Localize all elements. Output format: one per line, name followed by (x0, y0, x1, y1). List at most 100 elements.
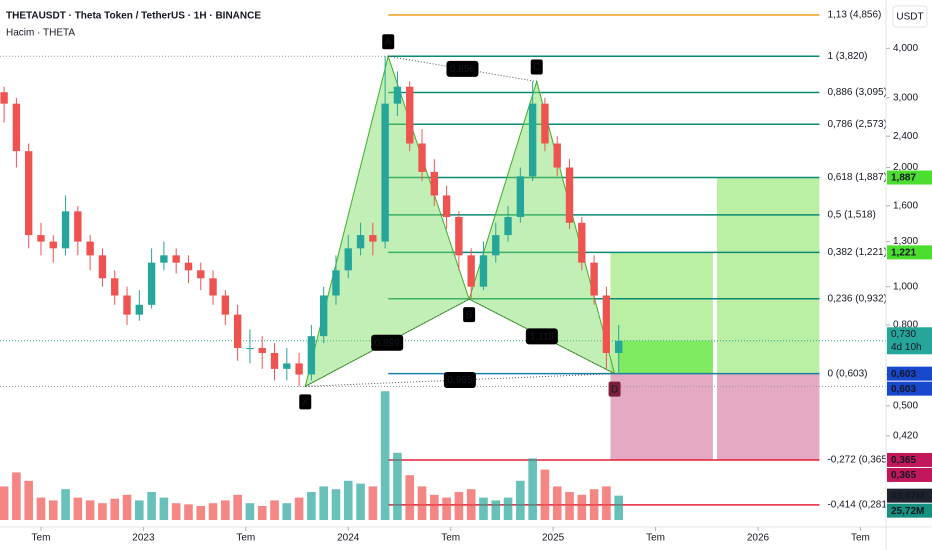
point-box (382, 34, 395, 50)
price-tag-label: 0,365 (891, 455, 916, 466)
price-tag (887, 245, 932, 260)
point-box (299, 394, 312, 410)
y-tick-label: 4,000 (893, 43, 918, 54)
candle-body (258, 348, 266, 353)
candle-body (184, 262, 193, 271)
candle-body (381, 103, 389, 242)
candle-body (246, 348, 254, 350)
candle-body (61, 211, 70, 249)
price-tag (887, 366, 932, 381)
x-tick-label: 2024 (337, 533, 360, 544)
candle-body (442, 195, 451, 217)
volume-bar (270, 500, 279, 520)
fib-label: 1 (3,820) (827, 51, 867, 62)
point-box (608, 381, 621, 397)
volume-bar (405, 475, 415, 520)
candle-body (344, 248, 352, 271)
candle-body (467, 255, 475, 287)
point-label: C (533, 62, 540, 73)
y-tick-label: 0,500 (893, 400, 918, 411)
point-label: X (302, 397, 309, 408)
volume-bar (491, 500, 501, 520)
candle-body (74, 211, 82, 242)
volume-bar (479, 497, 488, 520)
target-zone (717, 177, 820, 374)
point-box (463, 307, 476, 323)
open-profit-zone (618, 340, 713, 374)
last-price-tag (887, 327, 932, 355)
volume-bar (565, 492, 574, 520)
volume-bar (614, 495, 623, 520)
currency-box[interactable] (892, 5, 928, 28)
point-label: D (611, 384, 618, 395)
ratio-box (443, 372, 476, 389)
ratio-label: 0,899 (375, 338, 400, 349)
candle-body (37, 235, 45, 242)
fib-label: 0,236 (0,932) (827, 293, 887, 304)
volume-bar (12, 472, 21, 520)
candle-body (24, 151, 33, 236)
candle-body (123, 295, 131, 315)
stop-zone (717, 373, 820, 460)
volume-bar (24, 480, 33, 520)
candle-body (430, 171, 438, 196)
currency[interactable]: USDT (896, 12, 923, 23)
candle-body (541, 103, 549, 144)
x-tick-label: Tem (236, 533, 255, 544)
volume-bar (540, 469, 550, 520)
candle-body (197, 270, 205, 279)
ratio-box (371, 334, 404, 351)
price-tag (887, 381, 932, 396)
volume-bar (36, 497, 46, 520)
volume-bar (589, 489, 599, 520)
candle-body (578, 222, 586, 263)
x-tick-label: Tem (646, 533, 665, 544)
volume-tag-label: 43,47M (891, 491, 924, 502)
candle-body (406, 86, 414, 144)
volume-bar (196, 506, 206, 520)
candle-body (479, 255, 488, 287)
candle-body (295, 363, 303, 375)
candle-body (98, 255, 107, 279)
candle-body (590, 262, 598, 296)
candle-body (492, 235, 500, 256)
volume-bar (393, 452, 402, 520)
candle-body (356, 235, 365, 249)
candle-body (455, 216, 463, 256)
volume-bar (159, 497, 169, 520)
indicator-label: Hacim · THETA (6, 28, 75, 39)
point-label: B (466, 310, 473, 321)
fib-label: 0,886 (3,095) (827, 87, 887, 98)
volume-bar (528, 458, 537, 520)
volume-bar (73, 497, 83, 520)
ratio-label: 1,118 (530, 332, 555, 343)
x-tick-label: 2023 (132, 533, 155, 544)
price-tag (887, 467, 932, 482)
fib-label: 0,618 (1,887) (827, 172, 887, 183)
fib-label: 0,382 (1,221) (827, 247, 887, 258)
volume-bar (602, 486, 611, 520)
price-tag-label: 0,603 (891, 369, 916, 380)
candle-body (221, 295, 230, 315)
candle-body (553, 143, 561, 168)
candle-body (12, 103, 21, 152)
volume-bar (454, 492, 464, 520)
candle-body (172, 255, 180, 263)
volume-bar (233, 494, 242, 520)
candle-body (111, 278, 119, 296)
y-tick-label: 3,000 (893, 92, 918, 103)
candle-body (602, 295, 611, 353)
candle-body (565, 167, 574, 223)
countdown-label: 4d 10h (891, 342, 922, 353)
volume-tag (887, 503, 932, 518)
ratio-label: 0,985 (447, 375, 472, 386)
point-label: A (385, 37, 392, 48)
volume-bar (577, 494, 587, 520)
stop-zone (610, 373, 713, 460)
volume-tag-label: 25,72M (891, 506, 924, 517)
volume-bar (380, 391, 390, 520)
volume-bar (356, 483, 365, 520)
volume-bar (331, 489, 341, 520)
